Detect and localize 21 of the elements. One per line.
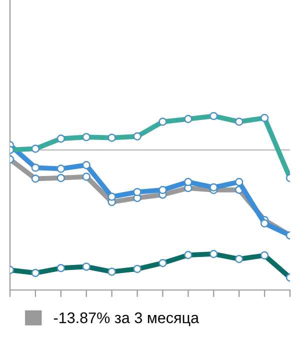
point — [260, 114, 269, 122]
point — [234, 118, 244, 126]
point — [82, 160, 90, 170]
point — [260, 219, 269, 228]
legend-label: -13.87% за 3 месяца — [54, 312, 200, 326]
point — [56, 134, 66, 143]
point — [108, 192, 116, 201]
point — [184, 178, 192, 186]
point — [56, 164, 66, 173]
point — [210, 112, 218, 120]
point — [133, 188, 142, 196]
point — [31, 144, 40, 153]
point — [108, 134, 116, 142]
point — [184, 114, 192, 124]
point — [133, 132, 142, 140]
point — [158, 186, 167, 194]
point — [234, 178, 244, 186]
point — [158, 118, 167, 126]
point — [82, 132, 90, 142]
point — [210, 183, 218, 192]
point — [31, 164, 40, 172]
